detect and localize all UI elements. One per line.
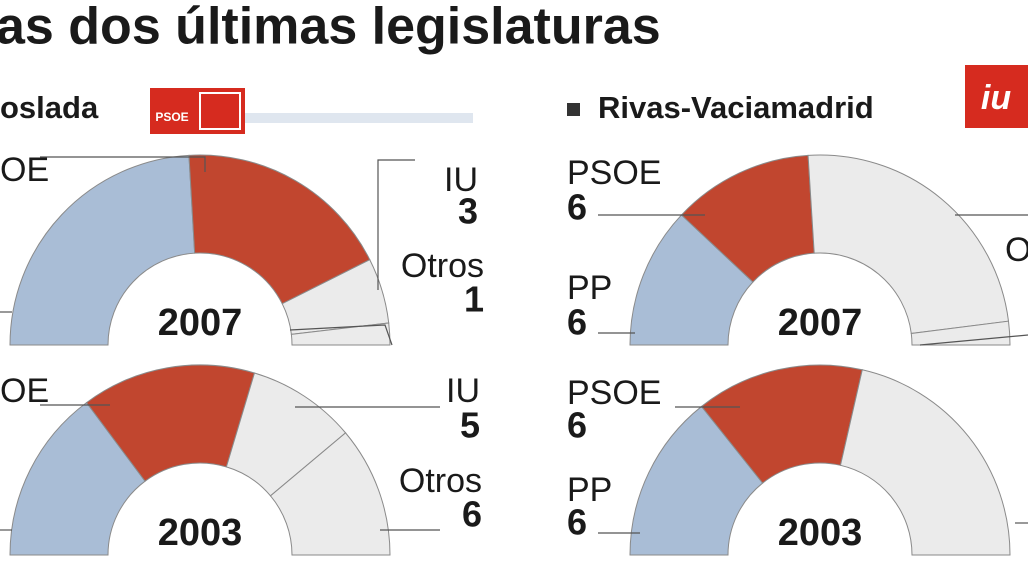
seat-segment xyxy=(9,401,146,556)
seat-segment xyxy=(9,154,196,346)
chart-year: 2003 xyxy=(778,512,863,554)
logo-text: iu xyxy=(981,79,1011,117)
segment-label: IU xyxy=(446,372,480,410)
seat-segment xyxy=(290,322,391,346)
chart-year: 2007 xyxy=(778,302,863,344)
leader-line xyxy=(377,159,415,290)
seat-segment xyxy=(807,154,1010,335)
segment-value: 6 xyxy=(567,405,587,446)
segment-label: PSOE xyxy=(567,154,661,192)
logo-frame xyxy=(199,92,241,130)
section-rule xyxy=(245,113,473,123)
seat-segment xyxy=(839,369,1011,556)
leader-lines xyxy=(0,156,1028,534)
main-title: as dos últimas legislaturas xyxy=(0,0,661,56)
bullet xyxy=(567,103,580,116)
segment-label: PP xyxy=(567,471,612,509)
seat-segment xyxy=(269,432,391,556)
segment-value: 1 xyxy=(464,279,484,320)
segment-value: 6 xyxy=(462,494,482,535)
segment-label: Otros xyxy=(399,462,482,500)
segment-label: IU xyxy=(444,161,478,199)
seat-segment xyxy=(85,364,256,482)
leader-line xyxy=(919,334,1028,346)
leader-line xyxy=(289,324,393,346)
section-title: oslada xyxy=(0,90,99,125)
segment-value: 6 xyxy=(567,187,587,228)
segment-label: PSOE xyxy=(567,374,661,412)
segment-label: Otros xyxy=(401,247,484,285)
leader-line xyxy=(40,156,206,172)
segment-value: 6 xyxy=(567,302,587,343)
segment-value: 3 xyxy=(458,191,478,232)
segment-value: 5 xyxy=(460,405,480,446)
chart-year: 2003 xyxy=(158,512,243,554)
segment-label: PP xyxy=(567,269,612,307)
logo xyxy=(965,65,1028,128)
section-title: Rivas-Vaciamadrid xyxy=(598,90,874,125)
segment-value: 6 xyxy=(567,502,587,543)
seat-segment xyxy=(188,154,371,305)
segment-label: O xyxy=(1005,231,1028,269)
chart-year: 2007 xyxy=(158,302,243,344)
logo xyxy=(150,88,245,134)
segment-label: OE xyxy=(0,372,49,410)
logo-text: PSOE xyxy=(155,110,188,124)
